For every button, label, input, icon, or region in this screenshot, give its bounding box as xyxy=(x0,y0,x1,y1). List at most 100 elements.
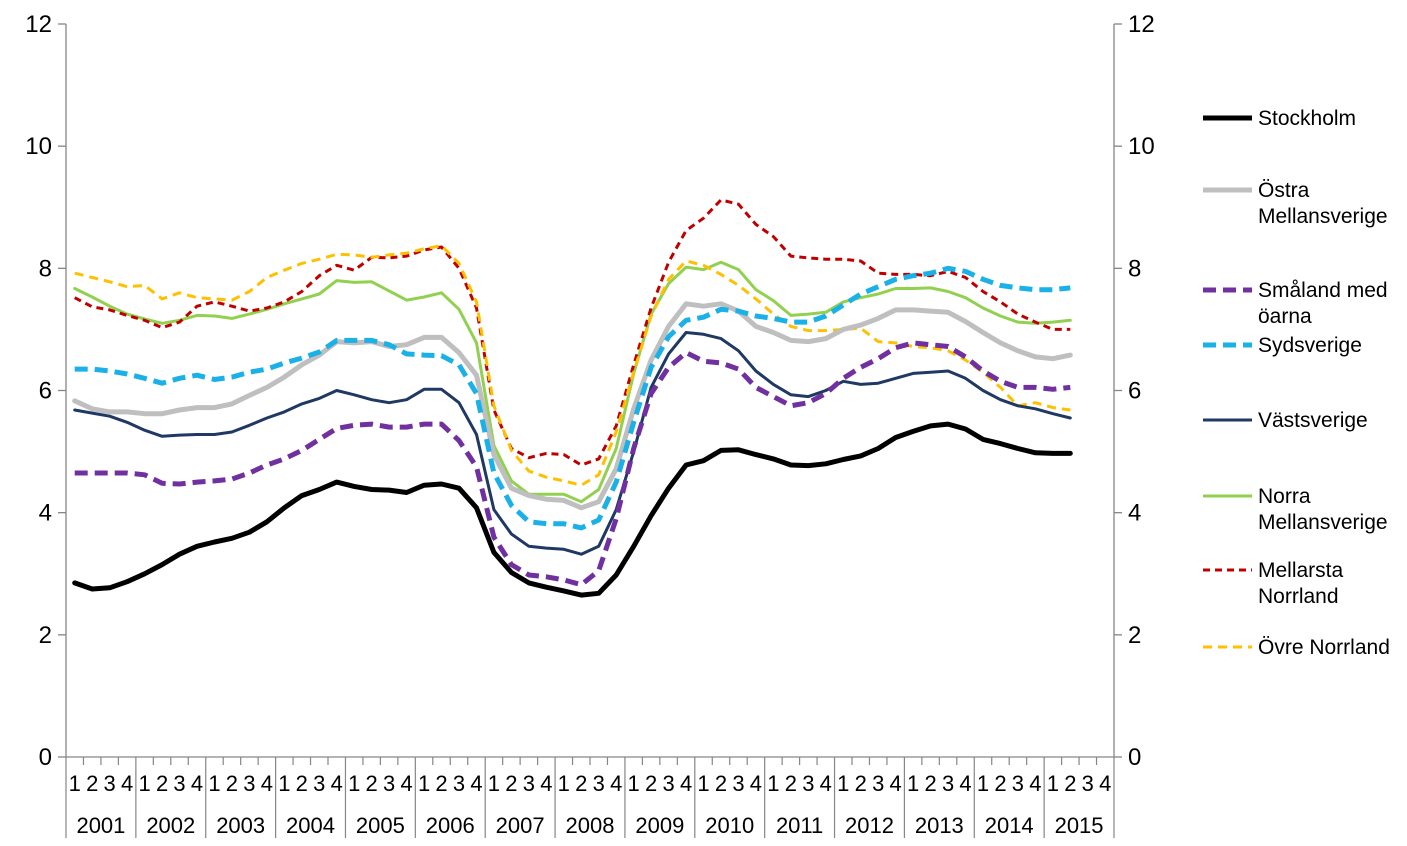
year-label: 2001 xyxy=(76,813,125,838)
quarter-label: 2 xyxy=(855,771,867,796)
year-label: 2003 xyxy=(216,813,265,838)
legend-label: Småland med xyxy=(1258,279,1388,302)
year-label: 2008 xyxy=(566,813,615,838)
quarter-label: 4 xyxy=(121,771,133,796)
year-label: 2005 xyxy=(356,813,405,838)
quarter-label: 2 xyxy=(156,771,168,796)
legend-label: Norra xyxy=(1258,485,1311,508)
quarter-label: 2 xyxy=(505,771,517,796)
quarter-label: 1 xyxy=(837,771,849,796)
year-label: 2013 xyxy=(915,813,964,838)
quarter-label: 4 xyxy=(750,771,762,796)
quarter-label: 4 xyxy=(191,771,203,796)
y-tick-label-left: 10 xyxy=(25,133,52,160)
quarter-label: 3 xyxy=(732,771,744,796)
series-line-sydsverige xyxy=(74,265,1071,531)
quarter-label: 1 xyxy=(628,771,640,796)
quarter-label: 3 xyxy=(173,771,185,796)
series-lines xyxy=(72,198,1073,598)
legend-label: Norrland xyxy=(1258,585,1339,608)
quarter-label: 1 xyxy=(697,771,709,796)
quarter-label: 3 xyxy=(243,771,255,796)
y-tick-label-left: 8 xyxy=(39,255,52,282)
quarter-label: 3 xyxy=(802,771,814,796)
quarter-label: 3 xyxy=(104,771,116,796)
legend-label: Västsverige xyxy=(1258,409,1368,432)
quarter-label: 3 xyxy=(593,771,605,796)
series-line-östra-mellansverige xyxy=(72,301,1073,511)
quarter-label: 1 xyxy=(278,771,290,796)
quarter-label: 4 xyxy=(331,771,343,796)
y-tick-label-right: 10 xyxy=(1128,133,1155,160)
year-label: 2011 xyxy=(776,813,823,838)
y-tick-label-right: 4 xyxy=(1128,500,1141,527)
quarter-label: 1 xyxy=(907,771,919,796)
year-label: 2004 xyxy=(286,813,335,838)
quarter-label: 3 xyxy=(313,771,325,796)
quarter-label: 3 xyxy=(662,771,674,796)
quarter-label: 3 xyxy=(453,771,465,796)
quarter-label: 1 xyxy=(348,771,360,796)
legend-label: Mellansverige xyxy=(1258,511,1388,534)
series-line-västsverige xyxy=(73,331,1072,556)
year-label: 2010 xyxy=(705,813,754,838)
quarter-label: 1 xyxy=(418,771,430,796)
y-tick-label-left: 12 xyxy=(25,11,52,38)
quarter-label: 2 xyxy=(715,771,727,796)
quarter-label: 3 xyxy=(1082,771,1094,796)
quarter-label: 4 xyxy=(890,771,902,796)
quarter-label: 1 xyxy=(558,771,570,796)
y-tick-label-left: 4 xyxy=(39,500,52,527)
y-tick-label-right: 6 xyxy=(1128,378,1141,405)
y-tick-label-left: 0 xyxy=(39,744,52,771)
quarter-label: 2 xyxy=(785,771,797,796)
quarter-label: 1 xyxy=(767,771,779,796)
quarter-label: 4 xyxy=(1029,771,1041,796)
quarter-label: 2 xyxy=(645,771,657,796)
quarter-label: 3 xyxy=(383,771,395,796)
y-tick-label-left: 6 xyxy=(39,378,52,405)
year-label: 2014 xyxy=(985,813,1034,838)
legend-label: öarna xyxy=(1258,305,1312,328)
year-label: 2002 xyxy=(146,813,195,838)
series-line-övre-norrland xyxy=(74,244,1071,487)
year-label: 2009 xyxy=(635,813,684,838)
legend-label: Östra xyxy=(1258,179,1310,202)
quarter-label: 4 xyxy=(610,771,622,796)
quarter-label: 4 xyxy=(540,771,552,796)
legend-label: Mellansverige xyxy=(1258,205,1388,228)
y-tick-label-right: 12 xyxy=(1128,11,1155,38)
year-label: 2007 xyxy=(496,813,545,838)
quarter-label: 1 xyxy=(138,771,150,796)
series-line-stockholm xyxy=(72,421,1073,598)
legend-label: Sydsverige xyxy=(1258,334,1362,357)
legend-label: Övre Norrland xyxy=(1258,636,1390,659)
quarter-label: 2 xyxy=(366,771,378,796)
quarter-label: 4 xyxy=(400,771,412,796)
series-line-mellarsta-norrland xyxy=(74,198,1071,467)
y-tick-label-left: 2 xyxy=(39,622,52,649)
quarter-label: 3 xyxy=(872,771,884,796)
year-label: 2012 xyxy=(845,813,894,838)
quarter-label: 2 xyxy=(994,771,1006,796)
quarter-label: 3 xyxy=(523,771,535,796)
quarter-label: 4 xyxy=(959,771,971,796)
series-line-norra-mellansverige xyxy=(73,260,1072,504)
quarter-label: 1 xyxy=(488,771,500,796)
quarter-label: 3 xyxy=(942,771,954,796)
series-line-småland-med-öarna xyxy=(74,340,1071,588)
quarter-label: 2 xyxy=(86,771,98,796)
quarter-label: 4 xyxy=(470,771,482,796)
legend-label: Stockholm xyxy=(1258,107,1356,130)
quarter-label: 2 xyxy=(435,771,447,796)
y-tick-label-right: 2 xyxy=(1128,622,1141,649)
quarter-label: 4 xyxy=(261,771,273,796)
quarter-label: 1 xyxy=(1047,771,1059,796)
quarter-label: 4 xyxy=(680,771,692,796)
quarter-label: 1 xyxy=(69,771,81,796)
y-tick-label-right: 0 xyxy=(1128,744,1141,771)
legend: Stockholm Östra Mellansverige Småland med öa… xyxy=(1203,107,1390,659)
